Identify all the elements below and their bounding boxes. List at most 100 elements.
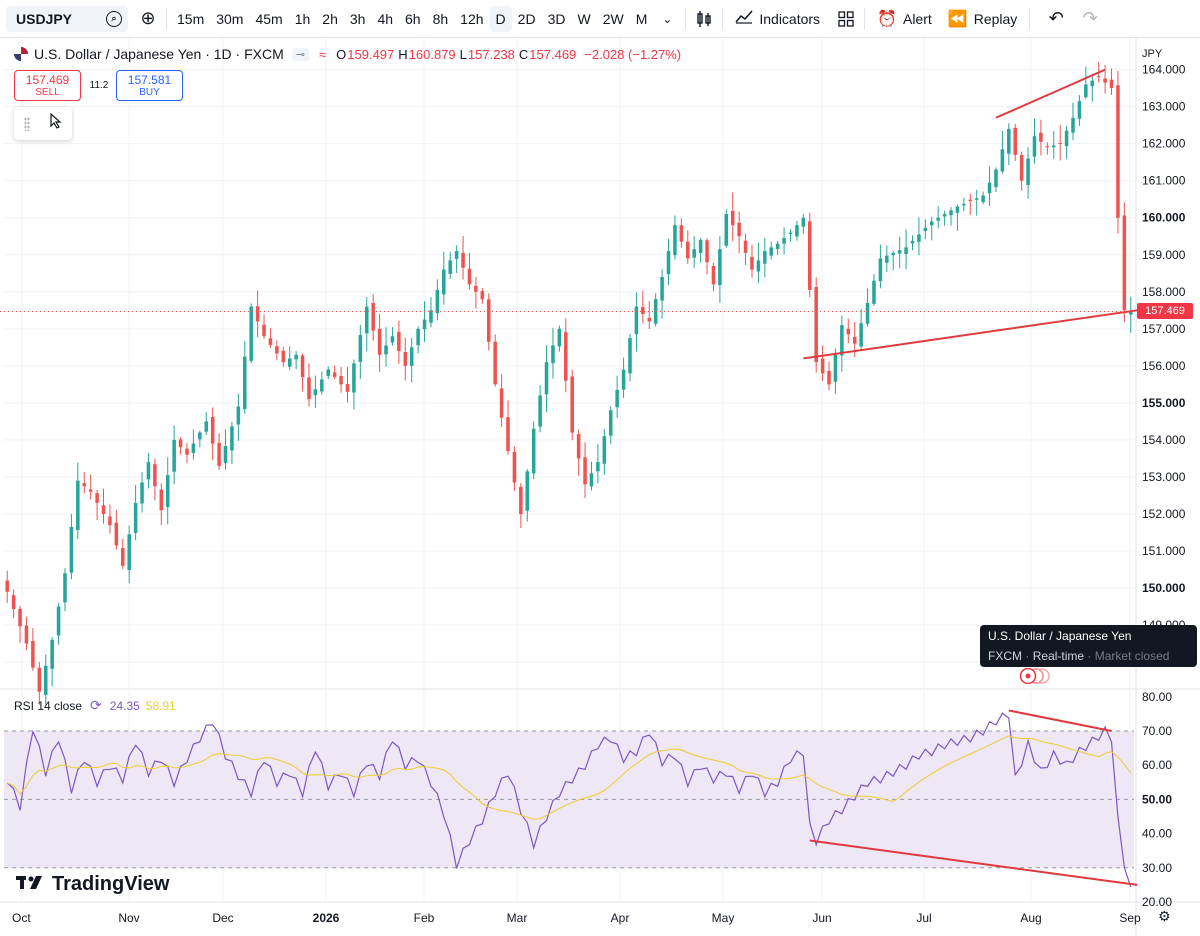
visibility-toggle-icon[interactable]: ⊸ xyxy=(291,47,309,61)
candle xyxy=(1084,66,1088,100)
candle xyxy=(891,250,895,271)
candle xyxy=(782,227,786,255)
ohlc-low: L157.238 xyxy=(459,46,515,62)
candle-body xyxy=(929,221,934,226)
series-title[interactable]: U.S. Dollar / Japanese Yen · 1D · FXCM xyxy=(34,46,284,62)
candle-body xyxy=(153,464,157,487)
candle-body xyxy=(596,462,600,472)
candle-body xyxy=(711,265,716,285)
candle-body xyxy=(891,252,895,256)
candle xyxy=(1129,296,1133,333)
candle xyxy=(159,483,164,525)
sell-button[interactable]: 157.469 SELL xyxy=(14,70,81,101)
candle xyxy=(859,309,863,350)
candle xyxy=(1090,73,1095,102)
interval-d[interactable]: D xyxy=(489,5,512,32)
interval-4h[interactable]: 4h xyxy=(377,10,394,27)
drag-handle-icon[interactable] xyxy=(23,116,30,131)
candle xyxy=(210,407,215,460)
candle-body xyxy=(910,240,915,244)
symbol-search-box[interactable]: USDJPY ⌕ xyxy=(6,5,128,32)
candle-body xyxy=(24,625,29,644)
currency-unit[interactable]: JPY xyxy=(1142,48,1163,60)
interval-6h[interactable]: 6h xyxy=(405,10,421,27)
candle-body xyxy=(76,480,80,530)
candle xyxy=(795,220,799,241)
candle-body xyxy=(1064,130,1069,147)
price-tick-label: 156.000 xyxy=(1142,359,1186,373)
candle-body xyxy=(525,471,530,511)
settings-gear-icon[interactable]: ⚙ xyxy=(1158,908,1171,924)
time-tick-label: Sep xyxy=(1119,911,1141,925)
rsi-tick-label: 20.00 xyxy=(1142,895,1172,909)
candle xyxy=(730,192,735,242)
candle-body xyxy=(859,323,863,347)
interval-3h[interactable]: 3h xyxy=(349,10,366,27)
add-symbol-icon[interactable]: ⊕ xyxy=(140,8,156,28)
candle xyxy=(82,472,87,494)
time-tick-label: Jul xyxy=(916,911,931,925)
candle xyxy=(339,366,343,393)
candle xyxy=(1013,124,1017,161)
candle-body xyxy=(37,667,42,692)
alert-button[interactable]: ⏰ Alert xyxy=(869,5,940,33)
replay-button[interactable]: ⏪ Replay xyxy=(940,5,1026,33)
candle-body xyxy=(320,379,324,392)
candle-body xyxy=(69,526,74,573)
sync-icon[interactable]: ⟳ xyxy=(90,697,102,713)
candle xyxy=(429,297,433,328)
candle xyxy=(108,504,112,534)
candle xyxy=(18,605,22,643)
interval-45m[interactable]: 45m xyxy=(255,10,283,27)
candle-body xyxy=(833,354,838,382)
buy-button[interactable]: 157.581 BUY xyxy=(116,70,183,101)
candle xyxy=(1000,130,1005,174)
interval-w[interactable]: W xyxy=(577,10,591,27)
interval-2h[interactable]: 2h xyxy=(322,10,338,27)
candle xyxy=(236,393,241,441)
candle-body xyxy=(114,522,119,546)
rsi-title[interactable]: RSI 14 close xyxy=(14,698,83,713)
candle-body xyxy=(840,325,844,356)
candle xyxy=(11,589,16,619)
symbol-info-tooltip: U.S. Dollar / Japanese Yen FXCM · Real-t… xyxy=(980,625,1197,667)
events-marker-icon[interactable] xyxy=(1016,668,1054,684)
candle-type-icon[interactable] xyxy=(690,5,718,33)
interval-dropdown-icon[interactable]: ⌄ xyxy=(662,11,673,26)
candle-body xyxy=(589,473,594,487)
compare-symbol-icon[interactable]: ⌕ xyxy=(106,10,122,27)
interval-30m[interactable]: 30m xyxy=(216,10,244,27)
redo-icon[interactable]: ↷ xyxy=(1082,8,1098,28)
candle xyxy=(743,233,748,266)
layouts-grid-icon[interactable] xyxy=(832,5,860,33)
interval-2d[interactable]: 2D xyxy=(517,10,536,27)
candle xyxy=(724,209,729,248)
candle-body xyxy=(1039,132,1043,142)
toolbar-divider xyxy=(1029,7,1031,30)
tradingview-logo[interactable]: TradingView xyxy=(16,873,169,896)
interval-3d[interactable]: 3D xyxy=(547,10,566,27)
candle xyxy=(172,425,176,485)
floating-drawing-toolbar xyxy=(14,107,72,140)
cursor-arrow-icon[interactable] xyxy=(49,112,63,134)
rsi-trendline xyxy=(809,839,1138,886)
price-tick-label: 155.000 xyxy=(1142,396,1186,410)
candle-body xyxy=(641,307,645,315)
interval-2w[interactable]: 2W xyxy=(602,10,624,27)
interval-15m[interactable]: 15m xyxy=(177,10,205,27)
indicators-button[interactable]: Indicators xyxy=(727,5,828,33)
interval-m[interactable]: M xyxy=(635,10,648,27)
source-wave-icon[interactable]: ≈ xyxy=(319,46,327,62)
price-tick-label: 150.000 xyxy=(1142,581,1186,595)
undo-icon[interactable]: ↶ xyxy=(1048,8,1064,28)
candle xyxy=(1064,125,1069,160)
interval-12h[interactable]: 12h xyxy=(460,10,484,27)
candle-body xyxy=(949,210,953,216)
interval-8h[interactable]: 8h xyxy=(432,10,449,27)
interval-1h[interactable]: 1h xyxy=(294,10,311,27)
price-tick-label: 159.000 xyxy=(1142,248,1186,262)
candle xyxy=(165,457,170,525)
rsi-tick-label: 50.00 xyxy=(1142,792,1172,806)
chart-canvas[interactable]: 164.000 163.000 162.000 161.000 160.000 159.0… xyxy=(0,38,1200,936)
candle xyxy=(204,412,209,436)
